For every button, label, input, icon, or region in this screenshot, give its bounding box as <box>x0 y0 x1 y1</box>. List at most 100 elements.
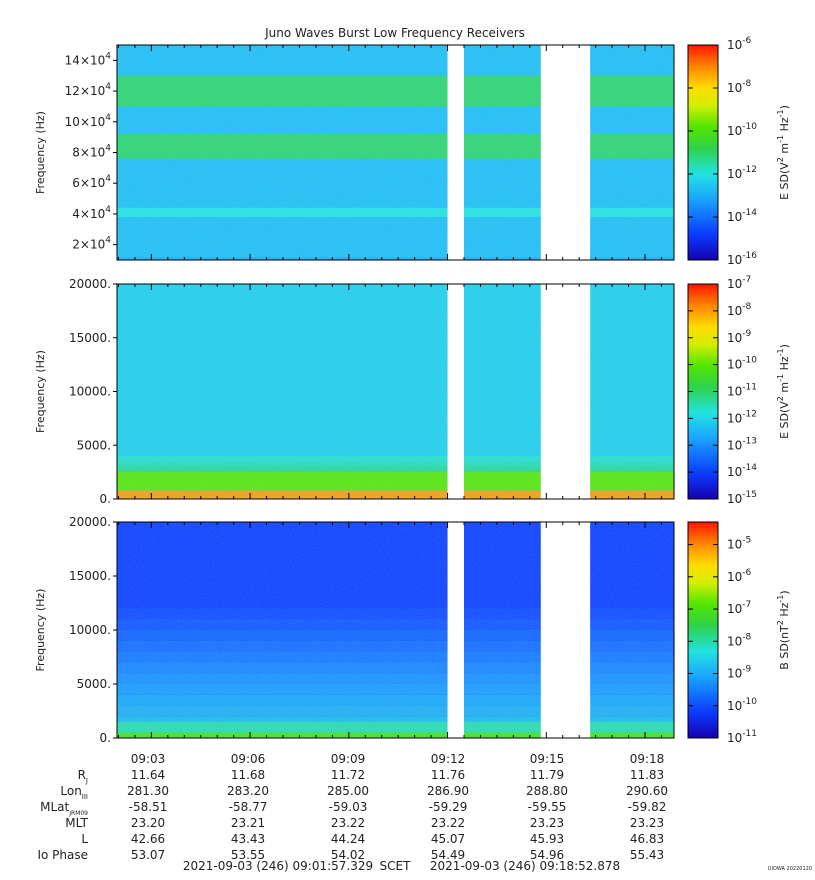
colorbar-label-part: m <box>778 382 791 396</box>
colorbar-tick-exponent: -6 <box>742 568 751 578</box>
ephemeris-value: 23.23 <box>630 816 664 830</box>
time-tick-label: 09:12 <box>431 752 466 766</box>
ephemeris-value: 285.00 <box>327 784 369 798</box>
colorbar-label-part: ) <box>778 590 791 594</box>
spectrogram-texture <box>117 284 674 499</box>
ephemeris-value: 11.83 <box>630 768 664 782</box>
colorbar-tick-label: 10-8 <box>727 302 752 318</box>
start-time: 2021-09-03 (246) 09:01:57.329 <box>183 859 373 873</box>
ephemeris-value: 54.96 <box>530 848 564 862</box>
colorbar-tick-exponent: -9 <box>742 329 751 339</box>
colorbar-tick-label: 10-8 <box>727 632 752 648</box>
y-tick-exponent: 4 <box>105 205 111 215</box>
scet-label: SCET <box>380 859 412 873</box>
y-tick-exponent: 4 <box>105 51 111 61</box>
y-tick-label: 8×104 <box>72 144 111 160</box>
data-gap <box>447 44 465 261</box>
y-tick-label: 5000. <box>77 677 111 691</box>
ephemeris-value: 290.60 <box>626 784 668 798</box>
y-tick-label: 20000. <box>69 277 111 291</box>
colorbar-tick-exponent: -14 <box>742 463 757 473</box>
ephemeris-value: 53.55 <box>231 848 265 862</box>
y-tick-label: 4×104 <box>72 205 111 221</box>
colorbar-tick-label: 10-10 <box>727 356 757 372</box>
ephemeris-value: 11.76 <box>431 768 465 782</box>
colorbar-label-part: Hz <box>778 117 791 135</box>
colorbar-tick-label: 10-10 <box>727 697 757 713</box>
colorbar-tick-exponent: -11 <box>742 729 757 739</box>
ephemeris-value: 55.43 <box>630 848 664 862</box>
colorbar-tick-exponent: -8 <box>742 632 751 642</box>
ephemeris-row-subscript: JRM09 <box>68 810 88 817</box>
y-axis-label: Frequency (Hz) <box>34 589 47 672</box>
y-tick-label: 10×104 <box>65 113 112 129</box>
colorbar-tick-label: 10-5 <box>727 536 751 552</box>
y-axis-label: Frequency (Hz) <box>34 111 47 194</box>
colorbar <box>687 44 719 261</box>
colorbar-tick-exponent: -10 <box>742 122 757 132</box>
ephemeris-value: -59.55 <box>528 800 567 814</box>
colorbar-label-part: Hz <box>778 356 791 374</box>
ephemeris-row-label: Io Phase <box>37 848 88 862</box>
colorbar-label-exponent: -1 <box>776 135 785 143</box>
colorbar-tick-exponent: -10 <box>742 356 757 366</box>
colorbar-tick-label: 10-7 <box>727 275 751 291</box>
ephemeris-row-subscript: J <box>85 777 88 785</box>
colorbar-tick-label: 10-14 <box>727 463 757 479</box>
y-axis-label: Frequency (Hz) <box>34 350 47 433</box>
data-gap <box>447 521 465 739</box>
ephemeris-value: 11.72 <box>331 768 365 782</box>
ephemeris-row-label: MLatJRM09 <box>40 800 88 817</box>
colorbar-tick-exponent: -12 <box>742 165 757 175</box>
colorbar-label-part: B SD(nT <box>778 625 791 670</box>
colorbar-label-part: E SD(V <box>778 401 791 439</box>
ephemeris-row-label: MLT <box>65 816 88 830</box>
colorbar-label-exponent: -1 <box>776 109 785 117</box>
ephemeris-value: 43.43 <box>231 832 265 846</box>
colorbar-tick-label: 10-9 <box>727 329 752 345</box>
footer: 2021-09-03 (246) 09:01:57.329 SCET 2021-… <box>183 859 620 873</box>
spectrogram-panel-3: 0. 5000. 10000. 15000. 20000. Frequency (Hz) 1… <box>34 515 791 745</box>
y-tick-exponent: 4 <box>105 236 111 246</box>
ephemeris-value: 11.64 <box>131 768 165 782</box>
colorbar-label-part: m <box>778 143 791 157</box>
colorbar-label-exponent: 2 <box>776 157 785 162</box>
data-gap <box>540 521 591 739</box>
colorbar-tick-exponent: -15 <box>742 490 757 500</box>
colorbar-tick-exponent: -10 <box>742 697 757 707</box>
y-tick-exponent: 4 <box>105 113 111 123</box>
y-tick-label: 10000. <box>69 623 111 637</box>
ephemeris-value: -59.29 <box>429 800 468 814</box>
colorbar-tick-label: 10-14 <box>727 208 757 224</box>
ephemeris-value: 23.23 <box>530 816 564 830</box>
y-tick-exponent: 4 <box>105 174 111 184</box>
y-tick-exponent: 4 <box>105 144 111 154</box>
figure-title: Juno Waves Burst Low Frequency Receivers <box>264 26 525 40</box>
colorbar-tick-exponent: -6 <box>742 36 751 46</box>
colorbar-tick-label: 10-11 <box>727 383 757 399</box>
y-tick-label: 15000. <box>69 331 111 345</box>
colorbar-tick-exponent: -8 <box>742 79 751 89</box>
colorbar-tick-label: 10-16 <box>727 251 757 267</box>
ephemeris-value: -58.51 <box>129 800 168 814</box>
y-tick-label: 10000. <box>69 385 111 399</box>
colorbar-tick-label: 10-6 <box>727 36 752 52</box>
y-tick-label: 6×104 <box>72 174 111 190</box>
spectrogram-panel-1: 2×104 4×104 6×104 8×104 10×104 12×104 14×104 Fr… <box>34 36 791 267</box>
time-tick-label: 09:09 <box>331 752 366 766</box>
ephemeris-value: 53.07 <box>131 848 165 862</box>
colorbar-label-part: ) <box>778 344 791 348</box>
time-tick-label: 09:03 <box>131 752 166 766</box>
ephemeris-value: 44.24 <box>331 832 365 846</box>
colorbar-tick-label: 10-6 <box>727 568 752 584</box>
y-tick-label: 5000. <box>77 438 111 452</box>
spectrogram-texture <box>117 522 674 738</box>
version-stamp: UIOWA 20220120 <box>768 866 812 872</box>
spectrogram-panel-2: 0. 5000. 10000. 15000. 20000. Frequency (Hz) 1… <box>34 275 791 506</box>
colorbar-tick-exponent: -7 <box>742 275 751 285</box>
ephemeris-value: -59.82 <box>628 800 667 814</box>
y-tick-label: 0. <box>100 492 111 506</box>
ephemeris-value: 45.07 <box>431 832 465 846</box>
time-tick-label: 09:15 <box>530 752 565 766</box>
colorbar-tick-label: 10-12 <box>727 409 757 425</box>
